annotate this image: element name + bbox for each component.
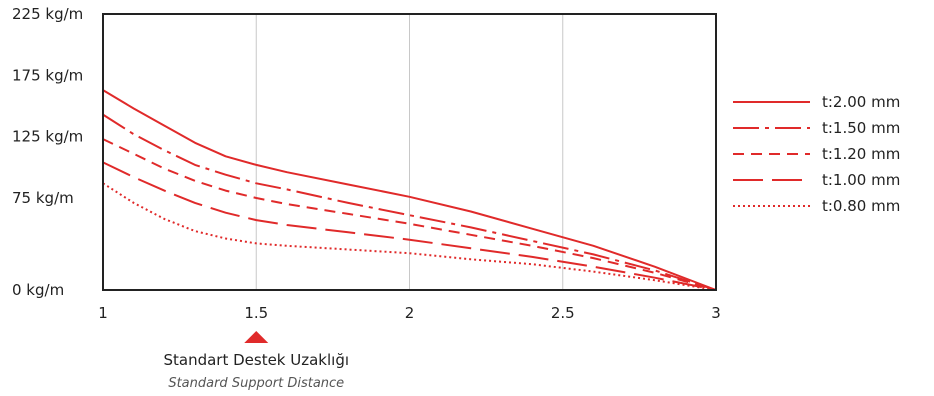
legend-label: t:1.20 mm: [822, 145, 900, 163]
x-tick-label: 2: [405, 304, 415, 322]
plot-frame: [102, 13, 717, 291]
series-line: [102, 89, 717, 291]
legend-label: t:1.50 mm: [822, 119, 900, 137]
series-line: [102, 138, 717, 291]
triangle-marker-icon: [244, 331, 269, 343]
x-tick-label: 1.5: [244, 304, 268, 322]
legend-label: t:1.00 mm: [822, 171, 900, 189]
series-lines: [102, 89, 717, 291]
x-tick-label: 2.5: [551, 304, 575, 322]
standard-support-annotation: Standart Destek Uzaklığı Standard Suppor…: [163, 331, 349, 391]
series-line: [102, 113, 717, 291]
y-tick-label: 0 kg/m: [12, 281, 64, 299]
annotation-label: Standart Destek Uzaklığı: [163, 351, 349, 369]
annotation-sublabel: Standard Support Distance: [168, 376, 344, 391]
y-tick-label: 75 kg/m: [12, 189, 74, 207]
y-axis-ticks: 0 kg/m 75 kg/m 125 kg/m 175 kg/m 225 kg/m: [12, 5, 83, 299]
x-tick-label: 3: [711, 304, 721, 322]
y-tick-label: 125 kg/m: [12, 128, 83, 146]
y-tick-label: 225 kg/m: [12, 5, 83, 23]
grid-lines: [255, 14, 564, 290]
series-line: [102, 161, 717, 291]
legend-label: t:0.80 mm: [822, 197, 900, 215]
x-tick-label: 1: [98, 304, 108, 322]
x-axis-ticks: 1 1.5 2 2.5 3: [98, 304, 721, 322]
series-line: [102, 182, 717, 291]
legend: t:2.00 mm t:1.50 mm t:1.20 mm t:1.00 mm t:0.…: [733, 93, 900, 215]
legend-label: t:2.00 mm: [822, 93, 900, 111]
y-tick-label: 175 kg/m: [12, 66, 83, 84]
